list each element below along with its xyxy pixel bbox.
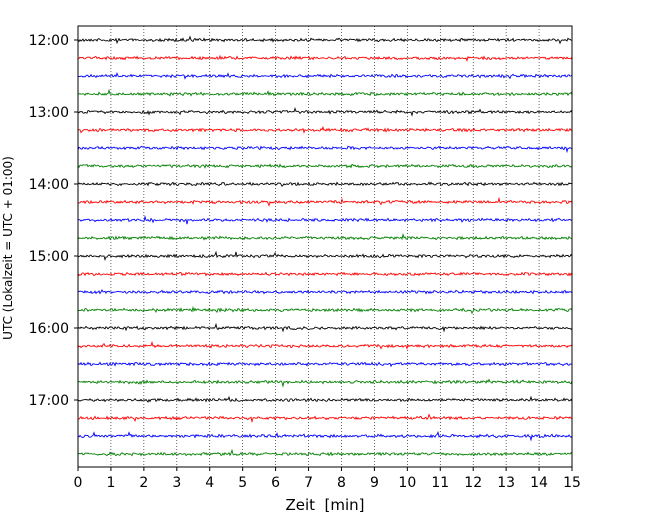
x-tick-label: 7 xyxy=(304,475,313,491)
x-tick-label: 2 xyxy=(139,475,148,491)
trace-line xyxy=(77,250,573,261)
y-tick-label: 16:00 xyxy=(29,321,69,337)
x-tick-label: 13 xyxy=(497,475,515,491)
trace-line xyxy=(77,448,573,457)
trace-line xyxy=(77,163,573,169)
y-tick-label: 12:00 xyxy=(29,33,69,49)
trace-line xyxy=(77,430,573,442)
trace-line xyxy=(77,181,573,188)
trace-line xyxy=(77,395,573,403)
trace-line xyxy=(77,72,573,80)
trace-line xyxy=(77,288,573,295)
trace-line xyxy=(77,88,573,97)
trace-line xyxy=(77,271,573,277)
x-tick-label: 5 xyxy=(238,475,247,491)
seismic-traces xyxy=(77,35,573,457)
y-tick-label: 13:00 xyxy=(29,105,69,121)
trace-line xyxy=(77,107,573,117)
trace-line xyxy=(77,305,573,315)
trace-line xyxy=(77,232,573,241)
y-axis-label: UTC (Lokalzeit = UTC + 01:00) xyxy=(1,156,15,340)
trace-line xyxy=(77,214,573,225)
x-tick-label: 1 xyxy=(106,475,115,491)
trace-line xyxy=(77,125,573,134)
x-tick-label: 6 xyxy=(271,475,280,491)
y-tick-label: 15:00 xyxy=(29,249,69,265)
trace-line xyxy=(77,361,573,368)
y-axis-ticks: 12:00 13:00 14:00 15:00 16:00 17:00 xyxy=(29,33,78,409)
x-tick-label: 4 xyxy=(205,475,214,491)
trace-line xyxy=(77,35,573,45)
trace-line xyxy=(77,322,573,333)
x-tick-label: 12 xyxy=(464,475,482,491)
x-tick-label: 0 xyxy=(74,475,83,491)
x-tick-label: 3 xyxy=(172,475,181,491)
x-axis-ticks: 0 1 2 3 4 5 6 7 8 9 10 11 12 13 14 15 xyxy=(74,467,581,491)
x-tick-label: 15 xyxy=(563,475,581,491)
x-tick-label: 14 xyxy=(530,475,548,491)
trace-line xyxy=(77,196,573,207)
x-tick-label: 11 xyxy=(431,475,449,491)
trace-line xyxy=(77,340,573,350)
x-tick-label: 10 xyxy=(398,475,416,491)
trace-line xyxy=(77,378,573,388)
y-tick-label: 17:00 xyxy=(29,393,69,409)
x-tick-label: 9 xyxy=(370,475,379,491)
trace-line xyxy=(77,54,573,62)
y-tick-label: 14:00 xyxy=(29,177,69,193)
trace-line xyxy=(77,145,573,154)
trace-line xyxy=(77,413,573,424)
x-axis-label: Zeit [min] xyxy=(285,496,364,514)
plot-frame xyxy=(77,25,573,468)
x-tick-label: 8 xyxy=(337,475,346,491)
